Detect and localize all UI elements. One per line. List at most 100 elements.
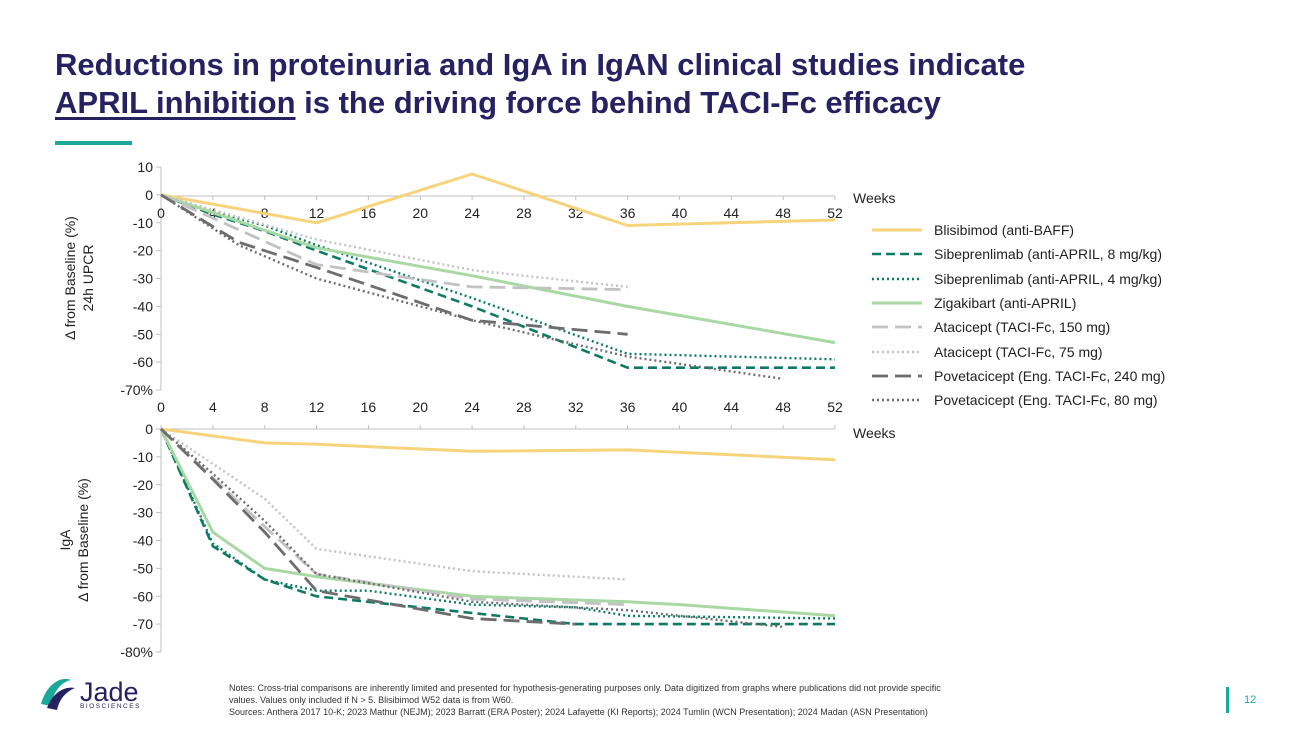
x-tick-label: 20 [412,205,428,221]
x-tick-label: 36 [620,205,636,221]
y-axis-title-line: IgA [57,529,73,551]
x-tick-label: 24 [464,205,480,221]
series-line-sibeprenlimab-anti-april-8-mg-kg [159,428,835,626]
slide-title: Reductions in proteinuria and IgA in IgA… [55,46,1255,122]
y-tick-label: -40 [133,533,153,549]
y-axis-title-line: Δ from Baseline (%) [62,216,78,340]
y-tick-label: -10 [133,449,153,465]
y-tick-label: -20 [133,477,153,493]
legend-item-blisibimod-anti-baff: Blisibimod (anti-BAFF) [872,218,1165,242]
chart-1: 100-10-20-30-40-50-60-70%0 4 8 12 16 20 24 28 32… [62,159,896,398]
legend-swatch [872,399,922,402]
chart-2: 0-10-20-30-40-50-60-70-80%0 4 8 12 16 20 24 28 3… [57,399,896,660]
y-axis-title-line: Δ from Baseline (%) [75,478,91,602]
y-tick-label: -50 [133,560,153,576]
series-line-atacicept-taci-fc-150-mg [160,427,628,606]
notes-line-1: Notes: Cross-trial comparisons are inher… [229,683,941,693]
series-line-zigakibart-anti-april [160,193,836,345]
y-tick-label: -30 [133,271,153,287]
legend-label: Blisibimod (anti-BAFF) [934,222,1075,239]
legend-label: Sibeprenlimab (anti-APRIL, 4 mg/kg) [934,270,1162,287]
x-axis-title: Weeks [853,190,896,206]
series-line-povetacicept-eng-taci-fc-240-mg [160,427,576,626]
x-tick-label: 40 [672,205,688,221]
series-line-sibeprenlimab-anti-april-8-mg-kg [160,193,835,370]
notes-line-2: values. Values only included if N > 5. B… [229,695,514,705]
y-tick-label: -50 [133,326,153,342]
legend-label: Povetacicept (Eng. TACI-Fc, 80 mg) [934,392,1158,409]
legend-item-sibeprenlimab-anti-april-4-mg-kg: Sibeprenlimab (anti-APRIL, 4 mg/kg) [872,267,1165,291]
series-line-sibeprenlimab-anti-april-4-mg-kg [159,428,836,620]
title-accent-bar [55,141,132,145]
x-tick-label: 40 [672,399,688,415]
y-tick-label: -70% [120,382,153,398]
legend-item-zigakibart-anti-april: Zigakibart (anti-APRIL) [872,291,1165,315]
title-line-2: is the driving force behind TACI-Fc effi… [295,85,941,120]
legend-label: Povetacicept (Eng. TACI-Fc, 240 mg) [934,367,1166,384]
x-tick-label: 44 [724,399,740,415]
y-tick-label: -60 [133,354,153,370]
y-tick-label: -20 [133,243,153,259]
jade-logo-icon [41,678,75,710]
y-tick-label: -60 [133,588,153,604]
legend-item-povetacicept-eng-taci-fc-240-mg: Povetacicept (Eng. TACI-Fc, 240 mg) [872,364,1165,388]
legend-label: Sibeprenlimab (anti-APRIL, 8 mg/kg) [934,246,1162,263]
legend-swatch [872,228,922,232]
x-tick-label: 52 [827,399,843,415]
series-line-blisibimod-anti-baff [160,172,836,227]
x-tick-label: 12 [309,205,325,221]
x-tick-label: 48 [775,205,791,221]
y-tick-label: 10 [137,159,153,175]
x-tick-label: 28 [516,399,532,415]
x-tick-label: 48 [775,399,791,415]
x-tick-label: 44 [724,205,740,221]
x-tick-label: 12 [309,399,325,415]
legend-swatch [872,277,922,280]
series-line-atacicept-taci-fc-75-mg [160,193,628,289]
x-tick-label: 28 [516,205,532,221]
x-tick-label: 36 [620,399,636,415]
legend-swatch [872,301,922,305]
legend-swatch [872,350,922,353]
series-line-atacicept-taci-fc-150-mg [160,193,628,291]
y-tick-label: -40 [133,298,153,314]
title-line-1: Reductions in proteinuria and IgA in IgA… [55,47,1026,82]
x-tick-label: 0 [157,399,165,415]
series-line-zigakibart-anti-april [159,428,836,618]
legend-item-povetacicept-eng-taci-fc-80-mg: Povetacicept (Eng. TACI-Fc, 80 mg) [872,388,1165,412]
legend-label: Zigakibart (anti-APRIL) [934,295,1077,312]
logo-subtitle: BIOSCIENCES [80,703,141,710]
series-line-blisibimod-anti-baff [160,427,836,462]
legend-item-sibeprenlimab-anti-april-8-mg-kg: Sibeprenlimab (anti-APRIL, 8 mg/kg) [872,242,1165,266]
notes: Notes: Cross-trial comparisons are inher… [229,682,1109,718]
legend-label: Atacicept (TACI-Fc, 75 mg) [934,343,1103,360]
y-tick-label: -30 [133,505,153,521]
x-axis-title: Weeks [853,425,896,441]
legend-swatch [872,374,922,378]
legend-swatch [872,325,922,329]
series-line-povetacicept-eng-taci-fc-80-mg [160,428,784,629]
series-line-atacicept-taci-fc-75-mg [160,428,628,581]
y-tick-label: 0 [145,421,153,437]
y-tick-label: -80% [120,644,153,660]
x-tick-label: 16 [361,399,377,415]
x-tick-label: 20 [412,399,428,415]
x-tick-label: 32 [568,399,584,415]
series-line-povetacicept-eng-taci-fc-240-mg [160,193,628,336]
page-number-bar [1226,687,1229,713]
x-tick-label: 52 [827,205,843,221]
sources-line: Sources: Anthera 2017 10-K; 2023 Mathur … [229,707,928,717]
legend-label: Atacicept (TACI-Fc, 150 mg) [934,319,1111,336]
logo-wordmark: Jade [80,677,139,707]
x-tick-label: 4 [209,399,217,415]
legend: Blisibimod (anti-BAFF) Sibeprenlimab (ant… [872,218,1165,412]
title-underlined-phrase: APRIL inhibition [55,85,296,120]
page-number: 12 [1244,694,1257,706]
x-tick-label: 24 [464,399,480,415]
y-axis-title-line: 24h UPCR [80,245,96,312]
legend-item-atacicept-taci-fc-75-mg: Atacicept (TACI-Fc, 75 mg) [872,339,1165,363]
legend-item-atacicept-taci-fc-150-mg: Atacicept (TACI-Fc, 150 mg) [872,315,1165,339]
legend-swatch [872,253,922,256]
y-tick-label: -10 [133,215,153,231]
